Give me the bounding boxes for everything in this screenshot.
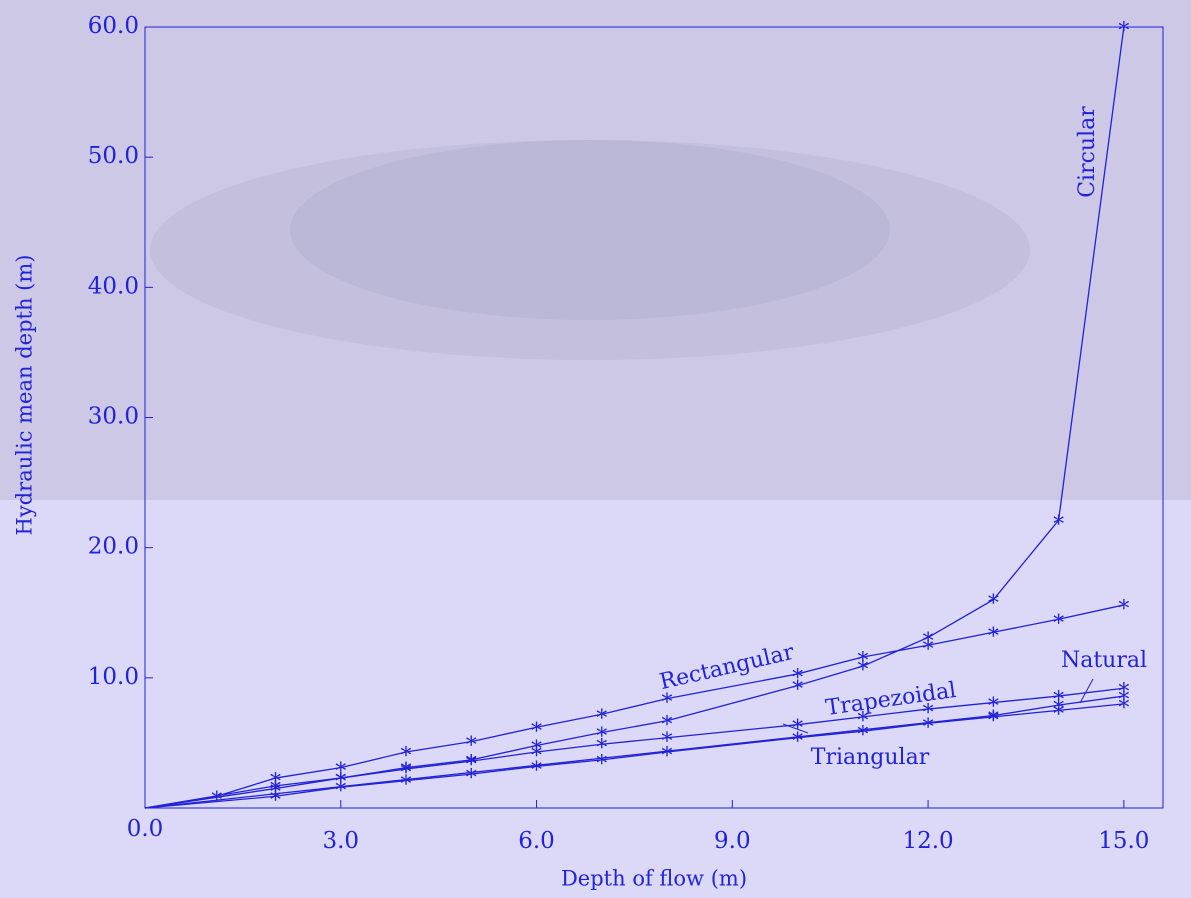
point-marker: * xyxy=(596,752,607,777)
y-tick-label: 60.0 xyxy=(88,13,139,39)
y-tick-label: 10.0 xyxy=(88,664,139,690)
point-marker: * xyxy=(662,744,673,769)
point-marker: * xyxy=(662,691,673,716)
x-tick-label: 15.0 xyxy=(1098,828,1149,854)
point-marker: * xyxy=(1053,702,1064,727)
point-marker: * xyxy=(1053,697,1064,722)
y-tick-label: 20.0 xyxy=(88,534,139,560)
series-label: Natural xyxy=(1061,648,1147,673)
point-marker: * xyxy=(531,744,542,769)
point-marker: * xyxy=(466,766,477,791)
series-line xyxy=(144,687,1124,809)
point-marker: * xyxy=(1118,597,1129,622)
x-axis-label: Depth of flow (m) xyxy=(561,867,747,891)
point-marker: * xyxy=(1118,688,1129,713)
series-label: Triangular xyxy=(811,745,930,770)
point-marker: * xyxy=(792,666,803,691)
leader-line xyxy=(1079,678,1094,704)
point-marker: * xyxy=(596,736,607,761)
point-marker: * xyxy=(335,770,346,795)
point-marker: * xyxy=(857,658,868,683)
point-marker: * xyxy=(270,780,281,805)
point-marker: * xyxy=(662,730,673,755)
x-tick-label: 6.0 xyxy=(518,828,555,854)
point-marker: * xyxy=(401,744,412,769)
x-tick-label: 3.0 xyxy=(322,828,359,854)
point-marker: * xyxy=(531,738,542,763)
point-marker: * xyxy=(988,708,999,733)
series-line xyxy=(144,695,1124,809)
y-tick-label: 50.0 xyxy=(88,143,139,169)
point-marker: * xyxy=(531,758,542,783)
point-marker: * xyxy=(335,770,346,795)
point-marker: * xyxy=(1053,611,1064,636)
y-tick-label: 30.0 xyxy=(88,404,139,430)
point-marker: * xyxy=(596,706,607,731)
point-marker: * xyxy=(466,753,477,778)
point-marker: * xyxy=(1118,680,1129,705)
point-marker: * xyxy=(466,752,477,777)
point-marker: * xyxy=(401,773,412,798)
point-marker: * xyxy=(401,761,412,786)
series-label: Circular xyxy=(1075,106,1100,198)
series-line xyxy=(144,604,1124,809)
point-marker: * xyxy=(1053,512,1064,537)
point-marker: * xyxy=(857,723,868,748)
point-marker: * xyxy=(792,717,803,742)
x-tick-label: 12.0 xyxy=(902,828,953,854)
point-marker: * xyxy=(923,629,934,654)
point-marker: * xyxy=(792,678,803,703)
point-marker: * xyxy=(988,695,999,720)
point-marker: * xyxy=(1118,696,1129,721)
point-marker: * xyxy=(401,760,412,785)
point-marker: * xyxy=(1118,19,1129,44)
y-axis-label: Hydraulic mean depth (m) xyxy=(13,255,37,536)
y-tick-label: 40.0 xyxy=(88,273,139,299)
point-marker: * xyxy=(270,778,281,803)
point-marker: * xyxy=(923,715,934,740)
point-marker: * xyxy=(270,788,281,813)
point-marker: * xyxy=(792,730,803,755)
point-marker: * xyxy=(988,592,999,617)
x-tick-label: 9.0 xyxy=(714,828,751,854)
point-marker: * xyxy=(466,734,477,759)
point-marker: * xyxy=(335,779,346,804)
point-marker: * xyxy=(270,770,281,795)
point-marker: * xyxy=(531,719,542,744)
point-marker: * xyxy=(1053,688,1064,713)
point-marker: * xyxy=(988,624,999,649)
point-marker: * xyxy=(857,649,868,674)
point-marker: * xyxy=(857,709,868,734)
series-line xyxy=(144,703,1124,809)
x-tick-label: 0.0 xyxy=(127,816,164,842)
photo-shape xyxy=(290,140,890,320)
point-marker: * xyxy=(923,701,934,726)
point-marker: * xyxy=(923,637,934,662)
point-marker: * xyxy=(596,725,607,750)
point-marker: * xyxy=(662,713,673,738)
point-marker: * xyxy=(335,760,346,785)
point-marker: * xyxy=(988,709,999,734)
